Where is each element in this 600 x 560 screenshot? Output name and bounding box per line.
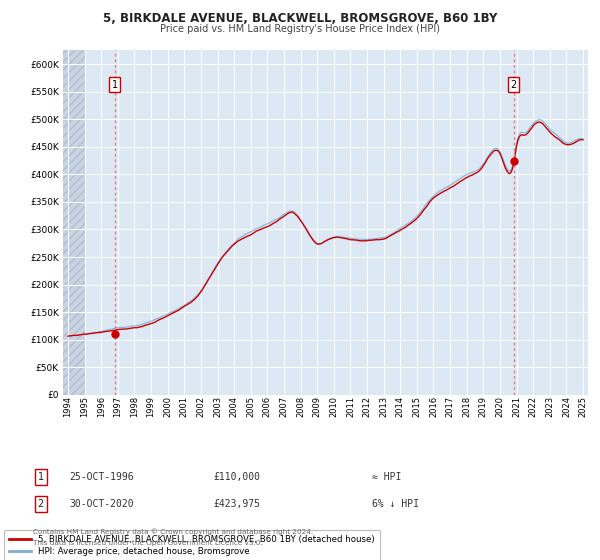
Text: 5, BIRKDALE AVENUE, BLACKWELL, BROMSGROVE, B60 1BY: 5, BIRKDALE AVENUE, BLACKWELL, BROMSGROV… xyxy=(103,12,497,25)
Text: 6% ↓ HPI: 6% ↓ HPI xyxy=(372,499,419,509)
Text: This data is licensed under the Open Government Licence v3.0.: This data is licensed under the Open Gov… xyxy=(33,540,263,546)
Text: 2: 2 xyxy=(38,499,44,509)
Text: £423,975: £423,975 xyxy=(213,499,260,509)
Text: ≈ HPI: ≈ HPI xyxy=(372,472,401,482)
Text: 30-OCT-2020: 30-OCT-2020 xyxy=(69,499,134,509)
Text: Price paid vs. HM Land Registry's House Price Index (HPI): Price paid vs. HM Land Registry's House … xyxy=(160,24,440,34)
Text: Contains HM Land Registry data © Crown copyright and database right 2024.: Contains HM Land Registry data © Crown c… xyxy=(33,529,313,535)
Text: 25-OCT-1996: 25-OCT-1996 xyxy=(69,472,134,482)
Text: 2: 2 xyxy=(511,80,517,90)
Bar xyxy=(63,50,85,395)
Text: 1: 1 xyxy=(112,80,118,90)
Legend: 5, BIRKDALE AVENUE, BLACKWELL, BROMSGROVE, B60 1BY (detached house), HPI: Averag: 5, BIRKDALE AVENUE, BLACKWELL, BROMSGROV… xyxy=(4,530,380,560)
Text: 1: 1 xyxy=(38,472,44,482)
Text: £110,000: £110,000 xyxy=(213,472,260,482)
